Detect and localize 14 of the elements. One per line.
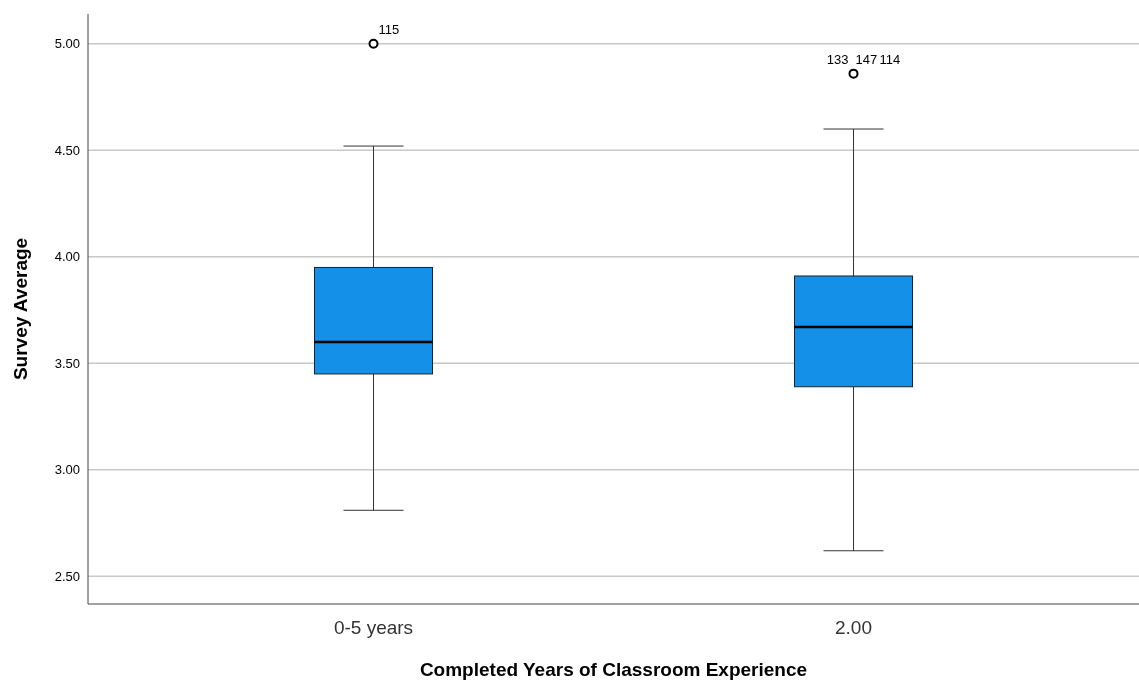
annotation: 114 (879, 51, 901, 67)
y-axis-title: Survey Average (10, 237, 31, 381)
y-tick-label: 4.50 (54, 142, 80, 158)
x-tick-label: 2.00 (835, 617, 872, 638)
x-tick-label: 0-5 years (333, 617, 414, 638)
y-tick-label: 4.00 (54, 249, 80, 265)
x-axis-title: Completed Years of Classroom Experience (419, 659, 808, 680)
y-tick-label: 3.00 (54, 462, 80, 478)
annotation: 115 (378, 21, 400, 37)
annotation: 133 (826, 51, 849, 67)
annotation: 147 (855, 51, 878, 67)
y-tick-label: 3.50 (54, 355, 80, 371)
y-tick-label: 2.50 (54, 568, 80, 584)
y-tick-label: 5.00 (54, 36, 80, 52)
